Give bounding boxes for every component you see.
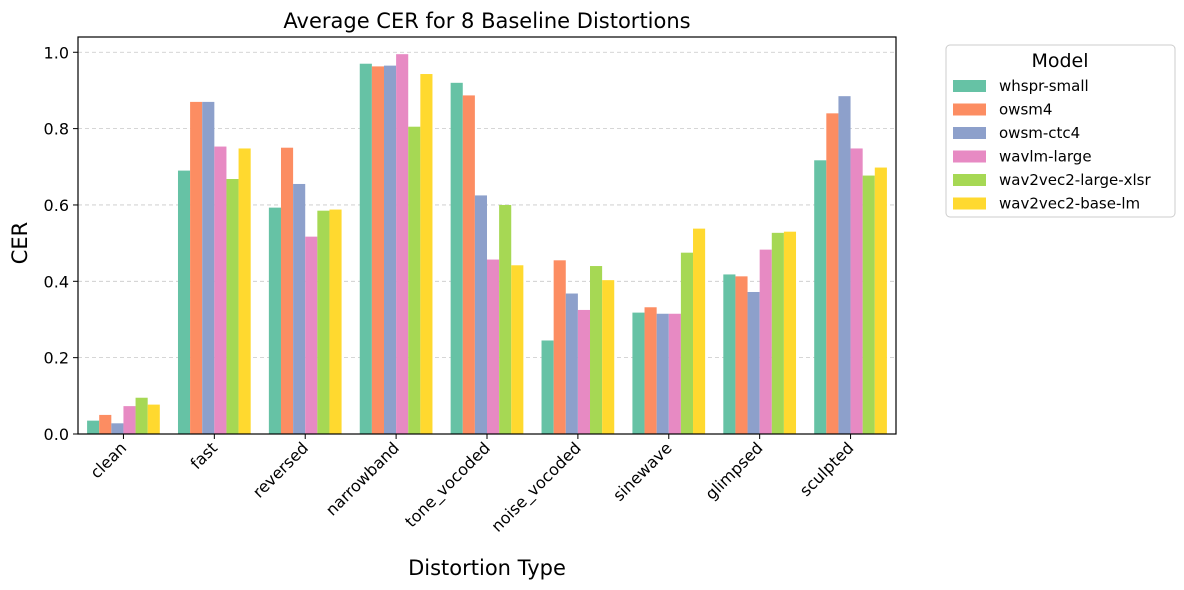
- x-tick-label: tone_vocoded: [401, 438, 494, 531]
- legend-items: whspr-small owsm4 owsm-ctc4 wavlm-large wav2…: [953, 77, 1151, 213]
- x-tick-label: narrowband: [322, 438, 403, 519]
- bar: [280, 147, 294, 435]
- bar: [838, 96, 851, 434]
- bar: [680, 252, 694, 434]
- bar: [850, 148, 863, 434]
- x-tick-label: clean: [86, 438, 130, 482]
- chart-title: Average CER for 8 Baseline Distortions: [283, 9, 690, 33]
- legend-swatch: [953, 174, 986, 186]
- bar: [577, 309, 591, 434]
- bar: [177, 170, 191, 434]
- bar: [553, 260, 566, 434]
- legend-label: wav2vec2-base-lm: [999, 195, 1140, 213]
- legend-label: wavlm-large: [999, 148, 1092, 166]
- bar: [693, 228, 706, 434]
- x-axis-label: Distortion Type: [408, 556, 566, 580]
- bar: [147, 404, 160, 434]
- legend-swatch: [953, 197, 986, 210]
- bars: [87, 54, 887, 435]
- y-tick-label: 1.0: [44, 43, 69, 62]
- x-tick-label: sculpted: [796, 438, 858, 500]
- x-tick-label: noise_vocoded: [487, 438, 585, 536]
- x-ticks: clean fast reversed narrowbandtone_vocodedn…: [86, 434, 857, 536]
- legend-title: Model: [1031, 50, 1088, 72]
- bar: [99, 414, 112, 434]
- y-tick-label: 0.2: [44, 349, 69, 368]
- y-axis-label: CER: [8, 222, 32, 265]
- bar: [668, 313, 681, 434]
- bar: [771, 232, 784, 434]
- bar: [371, 66, 384, 434]
- y-tick-label: 0.4: [44, 272, 69, 291]
- bar: [268, 207, 281, 434]
- bar: [123, 406, 136, 434]
- bar: [644, 307, 657, 434]
- legend-swatch: [953, 103, 986, 116]
- bar: [862, 175, 875, 434]
- legend-swatch: [953, 150, 986, 163]
- bar: [656, 313, 669, 434]
- bar: [190, 101, 203, 435]
- bar: [826, 113, 839, 434]
- bar: [632, 312, 645, 434]
- legend-label: owsm4: [999, 101, 1052, 119]
- legend-label: owsm-ctc4: [999, 124, 1080, 142]
- legend-frame: [945, 44, 1176, 218]
- bar: [420, 74, 433, 434]
- bar: [293, 183, 306, 434]
- bar: [759, 249, 772, 434]
- bar: [723, 274, 736, 434]
- y-tick-label: 0.0: [44, 425, 69, 444]
- bar: [747, 291, 760, 434]
- bar: [329, 209, 342, 434]
- x-tick-label: fast: [186, 438, 221, 473]
- bar: [783, 231, 797, 434]
- bar: [499, 204, 512, 434]
- bar: [202, 101, 215, 435]
- x-tick-label: sinewave: [609, 438, 675, 504]
- bar: [814, 160, 827, 434]
- legend-label: whspr-small: [999, 77, 1089, 95]
- bar: [450, 82, 463, 435]
- bar: [383, 65, 397, 434]
- legend-swatch: [953, 127, 986, 139]
- bar: [111, 423, 124, 434]
- bar: [511, 265, 524, 434]
- bar: [214, 146, 227, 434]
- bar: [462, 95, 475, 434]
- legend-label: wav2vec2-large-xlsr: [999, 171, 1151, 189]
- bar: [408, 126, 421, 435]
- bar: [359, 63, 372, 434]
- bar: [602, 280, 615, 434]
- bar: [590, 266, 603, 434]
- y-tick-label: 0.6: [44, 196, 69, 215]
- bar: [874, 167, 887, 434]
- x-tick-label: reversed: [249, 438, 312, 501]
- legend: Model whspr-small owsm4 owsm-ctc4 wavlm-lar…: [945, 44, 1176, 218]
- bar: [541, 340, 554, 434]
- y-ticks: 0.0 0.2 0.4 0.6 0.8 1.0: [44, 43, 78, 444]
- bar: [317, 210, 330, 434]
- bar: [238, 148, 251, 434]
- bar: [565, 293, 578, 434]
- bar: [87, 420, 100, 434]
- bar: [396, 54, 409, 434]
- y-tick-label: 0.8: [44, 120, 69, 139]
- bar: [487, 259, 500, 434]
- bar: [474, 195, 487, 434]
- bar: [226, 179, 239, 434]
- bar: [135, 397, 148, 434]
- x-tick-label: glimpsed: [701, 438, 766, 503]
- bar: [735, 276, 748, 434]
- bar: [305, 236, 318, 434]
- legend-swatch: [953, 80, 986, 92]
